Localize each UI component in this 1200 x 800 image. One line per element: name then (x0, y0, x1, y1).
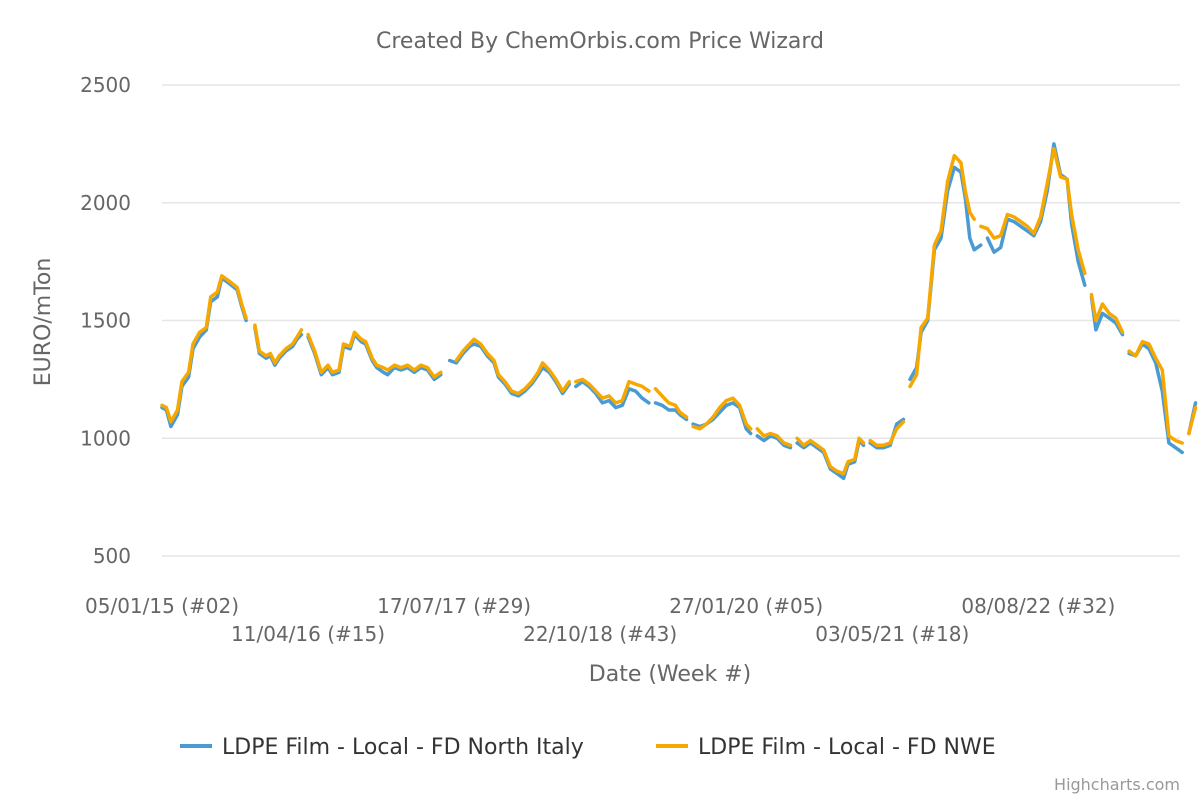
series-line-segment (1089, 295, 1125, 337)
x-tick-label: 27/01/20 (#05) (669, 594, 823, 618)
x-tick-label: 11/04/16 (#15) (231, 622, 385, 646)
series-line-segment (253, 323, 304, 365)
legend-label-nwe: LDPE Film - Local - FD NWE (698, 735, 996, 760)
credits-link[interactable]: Highcharts.com (1054, 775, 1180, 794)
x-tick-label: 17/07/17 (#29) (377, 594, 531, 618)
y-axis-title: EURO/mTon (31, 258, 56, 387)
series-line-segment (454, 337, 571, 396)
gridlines (162, 84, 1180, 557)
series-line-segment (755, 427, 793, 448)
series-line-segment (755, 434, 793, 450)
y-tick-label: 500 (93, 544, 131, 568)
series-line-segment (574, 379, 651, 410)
y-tick-label: 1500 (80, 309, 131, 333)
series-line-segment (868, 420, 906, 448)
y-tick-label: 2000 (80, 191, 131, 215)
series-line-segment (574, 377, 651, 405)
legend: LDPE Film - Local - FD North Italy LDPE … (180, 735, 996, 760)
y-axis-ticks: 2500 2000 1500 1000 500 (80, 73, 131, 568)
series-line-segment (160, 274, 248, 424)
series-line-segment (1187, 405, 1198, 436)
x-tick-label: 08/08/22 (#32) (961, 594, 1115, 618)
series-line-segment (653, 387, 689, 419)
x-axis-title: Date (Week #) (589, 662, 751, 687)
legend-label-north-italy: LDPE Film - Local - FD North Italy (222, 735, 584, 760)
legend-item-north-italy[interactable]: LDPE Film - Local - FD North Italy (180, 735, 584, 760)
x-tick-label: 22/10/18 (#43) (523, 622, 677, 646)
series-line-segment (908, 153, 976, 389)
series-line-segment (1127, 339, 1184, 445)
series-line-segment (1089, 292, 1125, 335)
chart-title: Created By ChemOrbis.com Price Wizard (376, 29, 824, 54)
series-line-segment (868, 417, 906, 450)
series-north-italy (160, 142, 1198, 481)
y-tick-label: 1000 (80, 426, 131, 450)
x-axis-ticks: 05/01/15 (#02) 11/04/16 (#15) 17/07/17 (#2… (85, 594, 1115, 646)
y-tick-label: 2500 (80, 73, 131, 97)
series-layer (160, 142, 1198, 481)
x-tick-label: 03/05/21 (#18) (815, 622, 969, 646)
series-line-segment (160, 276, 248, 429)
series-line-segment (691, 396, 753, 431)
series-line-segment (979, 146, 1087, 276)
series-nwe (160, 146, 1198, 476)
legend-item-nwe[interactable]: LDPE Film - Local - FD NWE (656, 735, 996, 760)
series-line-segment (306, 332, 443, 382)
series-line-segment (306, 330, 443, 379)
series-line-segment (795, 436, 866, 476)
series-line-segment (653, 401, 689, 422)
x-tick-label: 05/01/15 (#02) (85, 594, 239, 618)
